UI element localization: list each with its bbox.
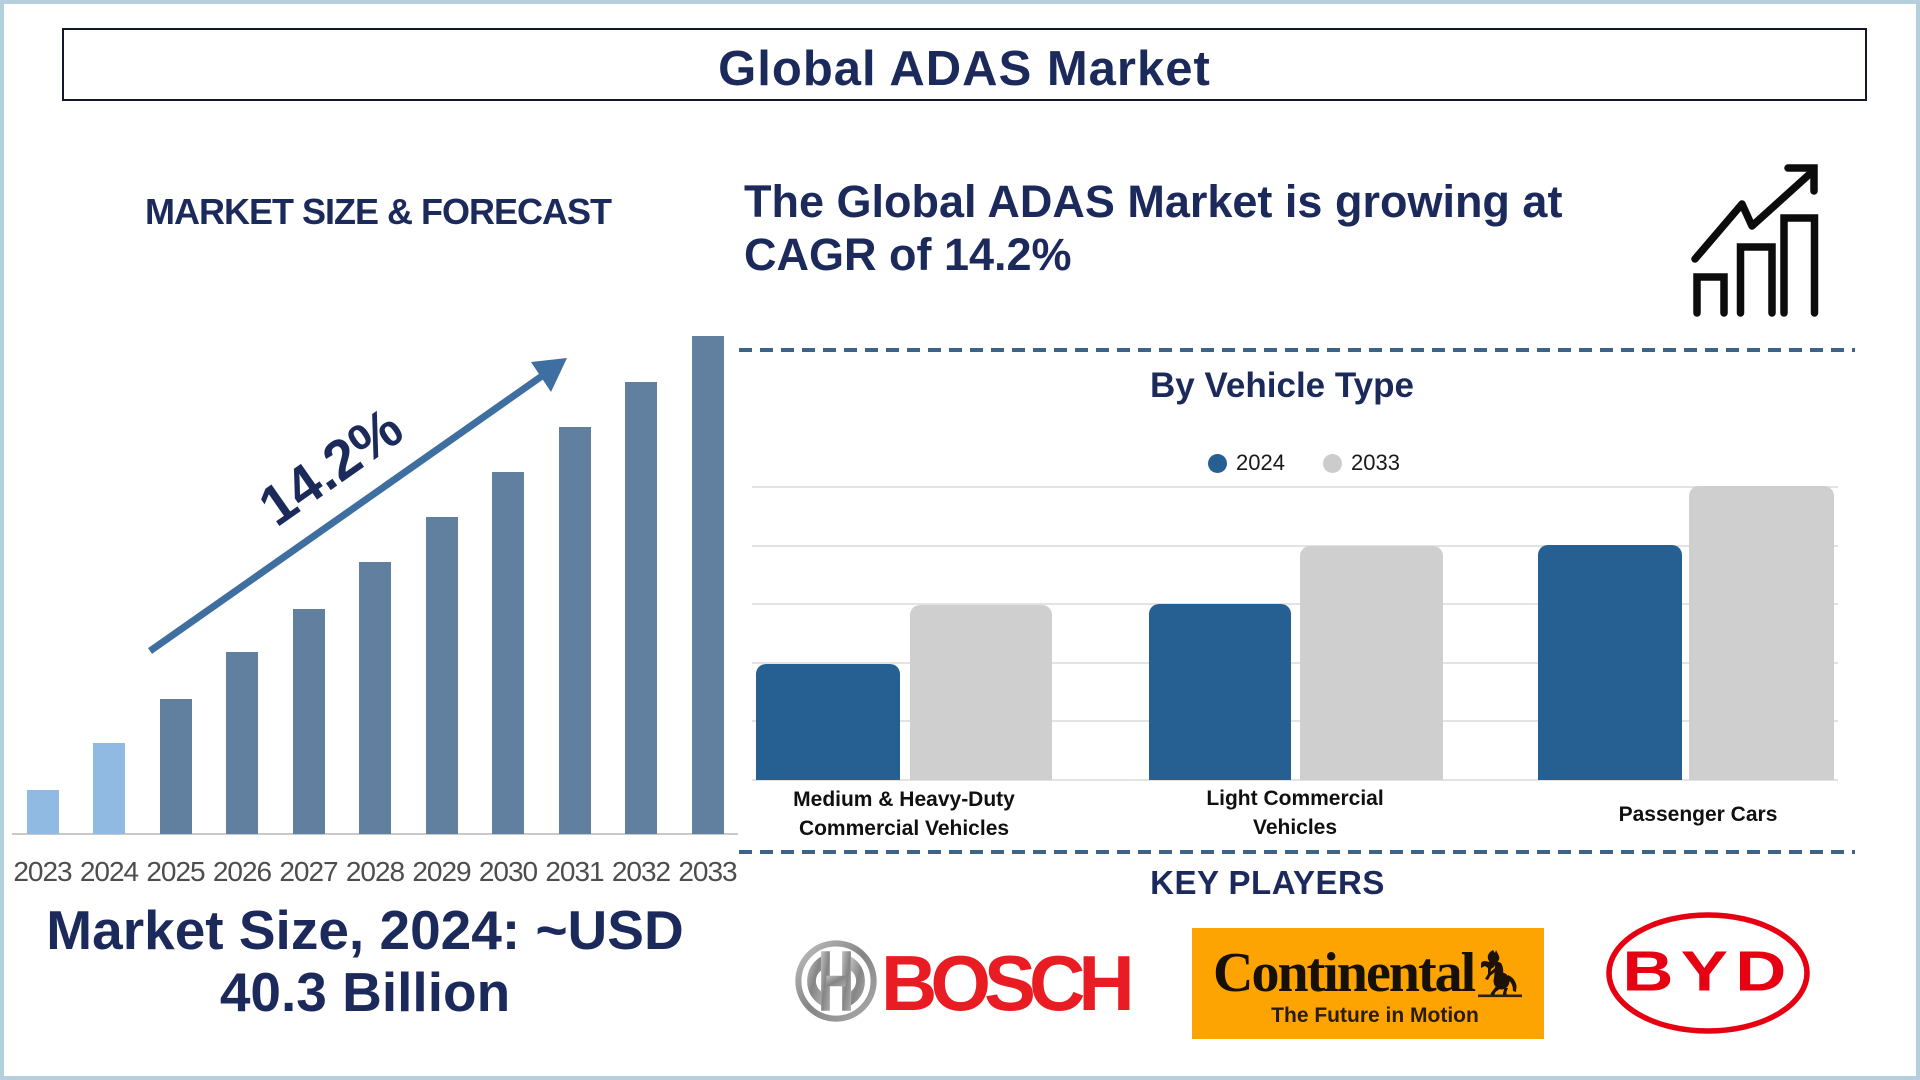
svg-text:BYD: BYD <box>1622 939 1793 1002</box>
